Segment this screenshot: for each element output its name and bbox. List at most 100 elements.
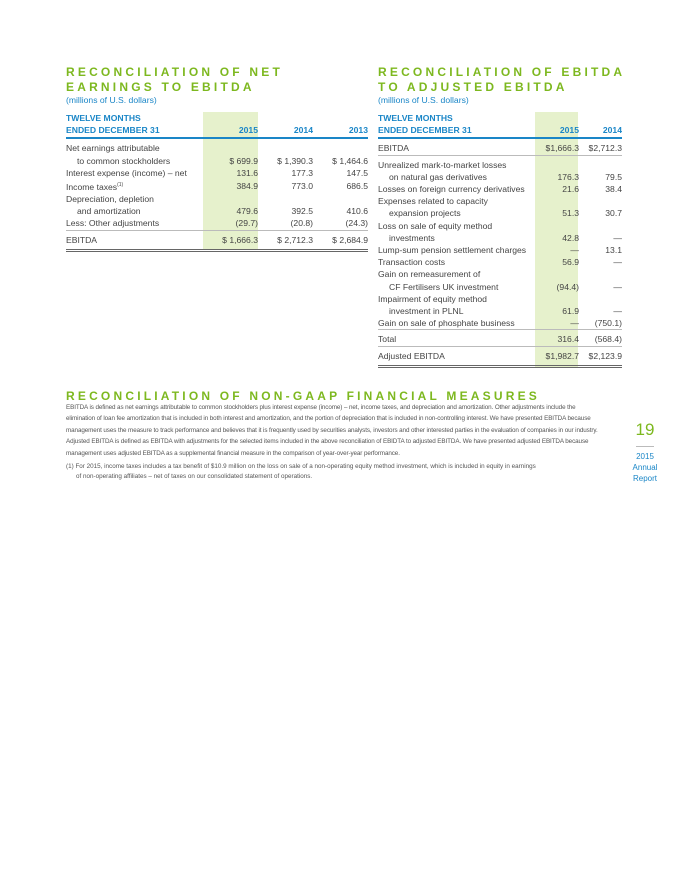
row-value: 176.3 <box>557 171 579 182</box>
row-label: EBITDA <box>66 229 203 252</box>
footnote: (1) For 2015, income taxes includes a ta… <box>66 463 536 480</box>
row-value: 79.5 <box>605 171 622 182</box>
header-row: TWELVE MONTHS ENDED DECEMBER 31 2015 2014 <box>378 112 622 140</box>
row-value: 686.5 <box>346 180 368 191</box>
row-label: Depreciation, depletion <box>66 194 154 205</box>
table-row: Transaction costs 56.9 — <box>378 256 622 268</box>
row-value: $2,712.3 <box>588 143 622 154</box>
column-header: 2014 <box>258 112 313 140</box>
table-row: Impairment of equity method <box>378 293 622 305</box>
row-value: — <box>613 281 622 292</box>
row-value <box>579 195 622 207</box>
table-row: investment in PLNL 61.9 — <box>378 305 622 317</box>
table-row: Loss on sale of equity method <box>378 220 622 232</box>
row-label: Total <box>378 329 536 347</box>
row-value: 410.6 <box>346 206 368 217</box>
row-value: $ 1,390.3 <box>277 155 313 166</box>
table-row: CF Fertilisers UK investment (94.4) — <box>378 281 622 293</box>
row-value <box>536 195 579 207</box>
nongaap-body: EBITDA is defined as net earnings attrib… <box>66 404 598 457</box>
nongaap-title: RECONCILIATION OF NON-GAAP FINANCIAL MEA… <box>66 389 541 403</box>
row-value <box>313 193 368 205</box>
row-value: — <box>570 245 579 256</box>
header-label: TWELVE MONTHS ENDED DECEMBER 31 <box>66 112 203 140</box>
row-value: 392.5 <box>291 206 313 217</box>
column-header: 2015 <box>536 112 579 140</box>
row-value <box>203 138 258 154</box>
report-year: 2015 <box>636 452 654 461</box>
row-value: — <box>613 232 622 243</box>
row-value <box>258 193 313 205</box>
table-row: and amortization 479.6 392.5 410.6 <box>66 205 368 217</box>
row-value: $ 2,684.9 <box>313 229 368 252</box>
column-header: 2015 <box>203 112 258 140</box>
table-row: expansion projects 51.3 30.7 <box>378 207 622 219</box>
table-row: Interest expense (income) – net 131.6 177.… <box>66 167 368 179</box>
page-marker: 19 2015 Annual Report <box>620 420 670 484</box>
row-value <box>313 138 368 154</box>
table-row: on natural gas derivatives 176.3 79.5 <box>378 171 622 183</box>
row-value: 316.4 <box>536 329 579 347</box>
row-label: Less: Other adjustments <box>66 218 160 229</box>
row-value: $ 699.9 <box>229 155 258 166</box>
row-label: Gain on remeasurement of <box>378 269 481 280</box>
row-value: $1,982.7 <box>536 345 579 368</box>
row-value <box>258 138 313 154</box>
row-value: 61.9 <box>562 306 579 317</box>
row-value: 147.5 <box>346 167 368 178</box>
column-header: 2014 <box>579 112 622 140</box>
row-value: (568.4) <box>579 329 622 347</box>
row-label: Adjusted EBITDA <box>378 345 536 368</box>
row-value: $ 2,712.3 <box>258 229 313 252</box>
row-value <box>579 154 622 171</box>
row-value: (20.8) <box>290 218 313 229</box>
row-value: $2,123.9 <box>579 345 622 368</box>
row-label: expansion projects <box>389 208 461 219</box>
left-title: RECONCILIATION OF NET EARNINGS TO EBITDA <box>66 65 283 94</box>
row-label: CF Fertilisers UK investment <box>389 281 499 292</box>
table-row: Expenses related to capacity <box>378 195 622 207</box>
right-title: RECONCILIATION OF EBITDA TO ADJUSTED EBIT… <box>378 65 626 94</box>
page-number: 19 <box>635 420 655 439</box>
row-value <box>579 293 622 305</box>
row-label: investment in PLNL <box>389 306 464 317</box>
table-row: Less: Other adjustments (29.7) (20.8) (24.3… <box>66 217 368 230</box>
row-value: 773.0 <box>291 180 313 191</box>
divider <box>636 446 654 447</box>
row-label: to common stockholders <box>77 155 171 166</box>
row-value: 479.6 <box>236 206 258 217</box>
row-value: 38.4 <box>605 184 622 195</box>
row-value: 51.3 <box>562 208 579 219</box>
row-label: Losses on foreign currency derivatives <box>378 184 525 195</box>
row-value: $ 1,666.3 <box>203 229 258 252</box>
row-value: 13.1 <box>605 245 622 256</box>
table-row: Lump-sum pension settlement charges — 13.1 <box>378 244 622 256</box>
right-table: TWELVE MONTHS ENDED DECEMBER 31 2015 2014 EB… <box>378 112 622 368</box>
row-label: investments <box>389 232 435 243</box>
right-subtitle: (millions of U.S. dollars) <box>378 95 469 105</box>
row-value <box>536 220 579 232</box>
table-row: Net earnings attributable <box>66 138 368 154</box>
table-row: Losses on foreign currency derivatives 21… <box>378 183 622 195</box>
table-row: Gain on remeasurement of <box>378 268 622 280</box>
row-value <box>536 293 579 305</box>
row-value: — <box>613 306 622 317</box>
table-row: EBITDA $ 1,666.3 $ 2,712.3 $ 2,684.9 <box>66 229 368 252</box>
row-label: Transaction costs <box>378 257 446 268</box>
row-value <box>536 268 579 280</box>
row-value: 21.6 <box>562 184 579 195</box>
table-row: Adjusted EBITDA $1,982.7 $2,123.9 <box>378 345 622 368</box>
row-value <box>579 220 622 232</box>
row-value: (24.3) <box>345 218 368 229</box>
row-label: Lump-sum pension settlement charges <box>378 245 527 256</box>
column-header: 2013 <box>313 112 368 140</box>
row-value: (750.1) <box>594 318 622 329</box>
row-label: Impairment of equity method <box>378 293 487 304</box>
left-table: TWELVE MONTHS ENDED DECEMBER 31 2015 2014 20… <box>66 112 368 252</box>
left-subtitle: (millions of U.S. dollars) <box>66 95 157 105</box>
row-value: $ 1,464.6 <box>332 155 368 166</box>
row-label: Income taxes(1) <box>66 181 124 192</box>
row-label: and amortization <box>77 206 141 217</box>
row-value: $1,666.3 <box>545 143 579 154</box>
row-value: 384.9 <box>236 180 258 191</box>
